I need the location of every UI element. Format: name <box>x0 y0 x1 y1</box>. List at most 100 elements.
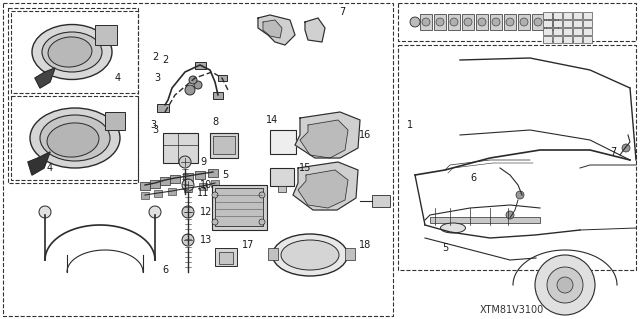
Bar <box>218 75 227 81</box>
Bar <box>183 173 193 181</box>
Bar <box>210 133 238 158</box>
Circle shape <box>259 219 265 225</box>
Bar <box>430 217 540 223</box>
Text: 6: 6 <box>162 265 168 275</box>
Circle shape <box>492 18 500 26</box>
Circle shape <box>194 81 202 89</box>
Bar <box>448 14 460 30</box>
Circle shape <box>182 179 194 191</box>
Bar <box>434 14 446 30</box>
Bar <box>553 12 562 19</box>
Circle shape <box>189 76 197 84</box>
Text: 6: 6 <box>470 173 476 183</box>
Bar <box>211 180 219 187</box>
Bar <box>476 14 488 30</box>
Text: 15: 15 <box>299 163 311 173</box>
Bar <box>268 248 278 260</box>
Bar <box>543 20 552 27</box>
Text: 11: 11 <box>197 188 209 198</box>
Circle shape <box>410 17 420 27</box>
Circle shape <box>548 18 556 26</box>
Text: 5: 5 <box>222 170 228 180</box>
Bar <box>160 177 170 185</box>
Bar <box>398 45 636 270</box>
Bar <box>168 188 176 195</box>
Bar <box>546 14 558 30</box>
Bar <box>8 8 138 183</box>
Bar <box>543 12 552 19</box>
Bar <box>345 248 355 260</box>
Ellipse shape <box>47 123 99 157</box>
Polygon shape <box>305 18 325 42</box>
Bar <box>195 171 205 179</box>
Bar <box>518 14 530 30</box>
Bar <box>195 62 206 69</box>
Polygon shape <box>263 20 282 38</box>
Bar <box>105 112 125 130</box>
Text: 2: 2 <box>162 55 168 65</box>
Bar <box>170 175 180 183</box>
Circle shape <box>182 234 194 246</box>
Ellipse shape <box>440 223 465 233</box>
Bar <box>157 104 169 112</box>
Circle shape <box>149 206 161 218</box>
Bar <box>583 28 592 35</box>
Bar <box>3 3 393 316</box>
Bar <box>543 36 552 43</box>
Bar <box>213 136 235 154</box>
Bar <box>11 96 138 180</box>
Circle shape <box>506 211 514 219</box>
Bar <box>215 188 263 226</box>
Circle shape <box>179 156 191 168</box>
Polygon shape <box>28 152 50 175</box>
Bar <box>553 20 562 27</box>
Bar <box>208 169 218 177</box>
Ellipse shape <box>42 32 102 72</box>
Bar <box>583 36 592 43</box>
Bar <box>553 28 562 35</box>
Text: 5: 5 <box>442 243 448 253</box>
Circle shape <box>516 191 524 199</box>
Bar <box>150 180 160 188</box>
Bar <box>212 185 267 230</box>
Text: 14: 14 <box>266 115 278 125</box>
Bar <box>532 14 544 30</box>
Circle shape <box>185 85 195 95</box>
Circle shape <box>557 277 573 293</box>
Bar <box>563 28 572 35</box>
Bar <box>184 185 192 192</box>
Text: 9: 9 <box>200 157 206 167</box>
Bar <box>141 192 149 199</box>
Text: 10: 10 <box>200 180 212 190</box>
Text: 18: 18 <box>359 240 371 250</box>
Ellipse shape <box>32 25 112 79</box>
Bar <box>215 248 237 266</box>
Text: 17: 17 <box>242 240 254 250</box>
Bar <box>573 28 582 35</box>
Text: 3: 3 <box>150 120 156 130</box>
Circle shape <box>450 18 458 26</box>
Polygon shape <box>300 120 348 158</box>
Text: 2: 2 <box>152 52 158 62</box>
Circle shape <box>182 206 194 218</box>
Circle shape <box>535 255 595 315</box>
Bar <box>573 12 582 19</box>
Circle shape <box>478 18 486 26</box>
Polygon shape <box>293 162 358 210</box>
Circle shape <box>622 144 630 152</box>
Ellipse shape <box>273 234 348 276</box>
Text: 12: 12 <box>200 207 212 217</box>
Bar <box>140 182 150 190</box>
Bar <box>563 20 572 27</box>
Text: 1: 1 <box>407 120 413 130</box>
Circle shape <box>464 18 472 26</box>
Text: 8: 8 <box>212 117 218 127</box>
Circle shape <box>212 219 218 225</box>
Text: 3: 3 <box>152 125 158 135</box>
Text: 4: 4 <box>47 163 53 173</box>
Text: 13: 13 <box>200 235 212 245</box>
Ellipse shape <box>30 108 120 168</box>
Bar <box>95 25 117 45</box>
Polygon shape <box>298 170 348 208</box>
Text: 16: 16 <box>359 130 371 140</box>
